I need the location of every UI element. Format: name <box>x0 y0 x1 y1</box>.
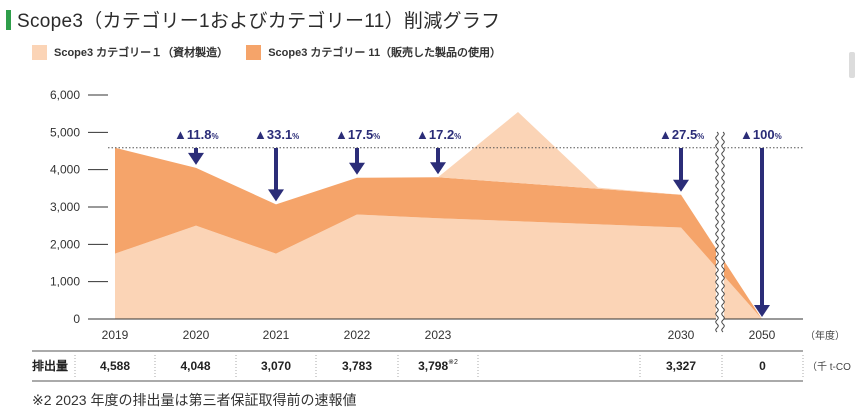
reduction-unit: % <box>454 132 461 141</box>
emissions-value: 3,798※2 <box>418 359 458 373</box>
x-axis-unit: （年度） <box>805 329 845 342</box>
legend-swatch-cat1 <box>32 44 47 60</box>
x-tick-label: 2023 <box>425 328 452 342</box>
legend-item-cat11: Scope3 カテゴリー 11（販売した製品の使用） <box>246 44 501 60</box>
emissions-value: 3,327 <box>666 359 696 373</box>
emissions-value: 4,588 <box>100 359 130 373</box>
reduction-label: ▲17.5% <box>335 127 380 142</box>
emissions-value: 0 <box>759 359 766 373</box>
legend: Scope3 カテゴリー１（資材製造） Scope3 カテゴリー 11（販売した… <box>32 44 519 60</box>
emissions-row-label: 排出量 <box>32 358 68 373</box>
emissions-value: 3,070 <box>261 359 291 373</box>
legend-label-cat1: Scope3 カテゴリー１（資材製造） <box>54 47 229 59</box>
axis-break-wave <box>721 131 725 333</box>
x-tick-label: 2020 <box>183 328 210 342</box>
footnote: ※2 2023 年度の排出量は第三者保証取得前の速報値 <box>32 392 357 408</box>
reduction-arrow-head <box>188 152 204 165</box>
chart-title: Scope3（カテゴリー1およびカテゴリー11）削減グラフ <box>17 11 501 32</box>
y-tick-label: 1,000 <box>50 275 80 289</box>
x-tick-label: 2022 <box>344 328 371 342</box>
y-tick-label: 3,000 <box>50 200 80 214</box>
reduction-label: ▲11.8% <box>174 127 219 142</box>
x-tick-label: 2019 <box>102 328 129 342</box>
reduction-arrow-head <box>349 162 365 175</box>
title-accent-bar <box>6 9 11 30</box>
reduction-arrow-head <box>754 305 770 317</box>
reduction-label: ▲17.2% <box>416 127 461 142</box>
y-tick-label: 6,000 <box>50 88 80 102</box>
y-tick-label: 5,000 <box>50 125 80 139</box>
y-tick-label: 0 <box>73 312 80 326</box>
legend-swatch-cat11 <box>246 44 262 60</box>
area-chart: 6,000 5,000 4,000 3,000 2,000 1,000 0 2019 2020 2… <box>32 88 851 382</box>
reduction-arrow-head <box>673 179 689 192</box>
area-peak-shape <box>438 112 681 195</box>
reduction-label: ▲27.5% <box>659 127 704 142</box>
reduction-unit: % <box>373 132 380 141</box>
legend-item-cat1: Scope3 カテゴリー１（資材製造） <box>32 44 228 60</box>
reduction-arrow-head <box>430 162 446 175</box>
emissions-value: 4,048 <box>180 359 210 373</box>
x-tick-label: 2050 <box>749 328 776 342</box>
axis-break-wave <box>715 131 719 333</box>
legend-label-cat11: Scope3 カテゴリー 11（販売した製品の使用） <box>268 47 502 59</box>
title-row: Scope3（カテゴリー1およびカテゴリー11）削減グラフ <box>6 6 500 33</box>
y-tick-label: 4,000 <box>50 163 80 177</box>
reduction-unit: % <box>697 132 704 141</box>
reduction-unit: % <box>292 132 299 141</box>
emissions-value: 3,783 <box>342 359 372 373</box>
area-series-cat11 <box>115 147 762 319</box>
x-tick-label: 2021 <box>263 328 290 342</box>
x-tick-label: 2030 <box>668 328 695 342</box>
y-tick-label: 2,000 <box>50 237 80 251</box>
axis-break-gap <box>716 130 724 335</box>
scrollbar-thumb[interactable] <box>849 52 855 78</box>
reduction-unit: % <box>775 132 782 141</box>
emissions-unit: （千 t-CO <box>807 361 851 373</box>
reduction-label: ▲33.1% <box>254 127 299 142</box>
area-series-cat1 <box>115 214 762 319</box>
reduction-label: ▲100% <box>740 127 782 142</box>
reduction-arrow-head <box>268 189 284 202</box>
emissions-footnote-mark: ※2 <box>448 359 458 366</box>
reduction-unit: % <box>211 132 218 141</box>
